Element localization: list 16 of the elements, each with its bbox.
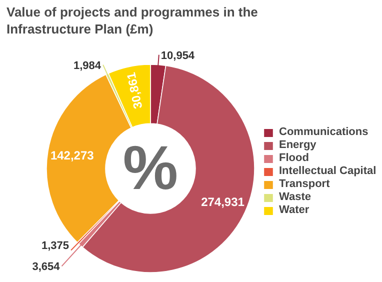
data-label: 10,954	[160, 50, 196, 62]
legend-label: Intellectual Capital	[279, 165, 376, 177]
data-label: 3,654	[32, 261, 61, 274]
legend-label: Communications	[279, 126, 368, 138]
legend-label: Waste	[279, 191, 311, 203]
data-label: 30,861	[124, 70, 146, 110]
legend-label: Water	[279, 204, 310, 216]
legend-label: Transport	[279, 178, 330, 190]
text: %	[122, 134, 178, 203]
data-label: 274,931	[201, 195, 245, 210]
chart-title: Value of projects and programmes in the Infrastructure Plan (£m)	[6, 4, 258, 36]
data-label: 142,273	[50, 148, 94, 163]
data-label: 1,375	[42, 240, 70, 252]
legend-label: Flood	[279, 152, 309, 164]
legend-label: Energy	[279, 139, 316, 151]
data-label: 1,984	[74, 60, 102, 72]
